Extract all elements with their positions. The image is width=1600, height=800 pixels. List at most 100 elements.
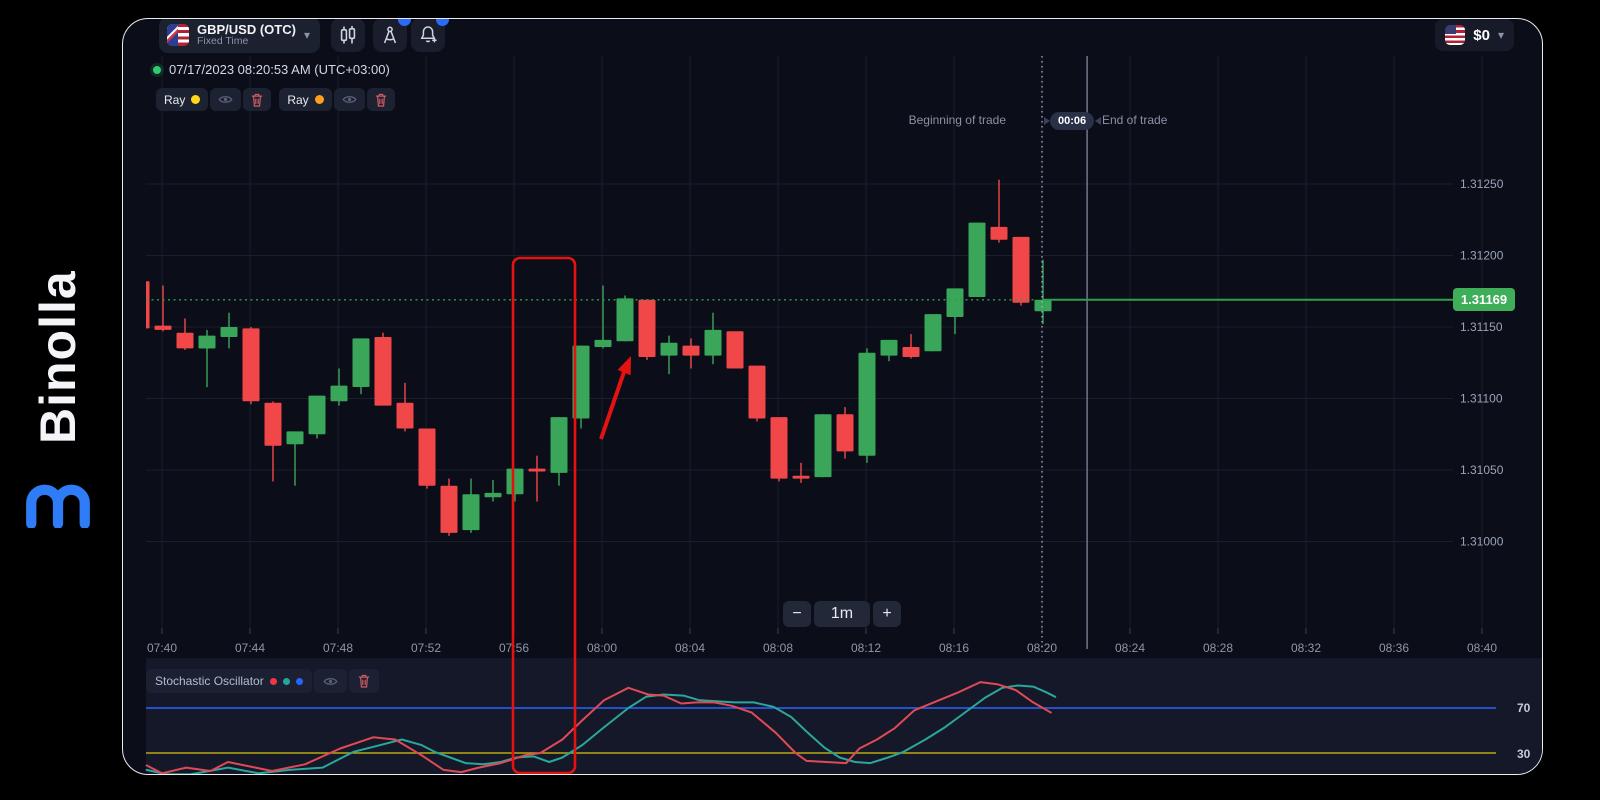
candle: [902, 334, 920, 359]
drawing-chips-row: Ray Ray: [156, 88, 395, 111]
marker-arrow-icon: [1044, 117, 1050, 125]
svg-text:07:52: 07:52: [411, 641, 441, 655]
countdown-badge: 00:06: [1050, 112, 1095, 130]
candle: [1034, 259, 1052, 325]
candle: [506, 468, 524, 502]
ray-color-dot: [191, 95, 201, 104]
chevron-down-icon: ▾: [303, 28, 310, 42]
zoom-out-button[interactable]: −: [783, 601, 811, 627]
svg-text:08:36: 08:36: [1379, 641, 1409, 655]
balance-amount: $0: [1473, 26, 1490, 44]
notification-badge: [398, 19, 411, 26]
balance-selector[interactable]: $0 ▾: [1435, 19, 1514, 51]
arrow-annotation: [599, 356, 631, 440]
eye-icon: [218, 96, 233, 103]
trash-icon: [252, 93, 263, 107]
candle: [726, 331, 744, 369]
svg-text:08:20: 08:20: [1027, 641, 1057, 655]
time-axis: 07:40 07:44 07:48 07:52 07:56 08:00 08:04 08:08…: [147, 628, 1497, 655]
candle: [594, 285, 612, 349]
candle: [462, 478, 480, 533]
oscillator-level-30: 30: [1517, 747, 1531, 761]
end-of-trade-label: End of trade: [1102, 113, 1168, 127]
oscillator-k-dot: [269, 677, 277, 685]
indicators-button[interactable]: [331, 19, 365, 52]
candle: [242, 327, 260, 405]
oscillator-d-dot: [282, 677, 290, 685]
brand-logo-icon: [26, 484, 90, 528]
svg-text:1.31100: 1.31100: [1460, 392, 1503, 406]
candle: [440, 478, 458, 536]
candle: [946, 288, 964, 335]
delete-ray-button[interactable]: [366, 88, 395, 111]
trash-icon: [358, 674, 369, 688]
candle: [220, 312, 238, 349]
zoom-in-button[interactable]: +: [873, 601, 901, 627]
trash-icon: [375, 93, 386, 107]
candle: [154, 285, 172, 332]
svg-text:07:44: 07:44: [235, 641, 265, 655]
candle: [858, 348, 876, 463]
svg-text:07:40: 07:40: [147, 641, 177, 655]
eye-icon: [342, 96, 357, 103]
oscillator-level-70: 70: [1517, 701, 1531, 715]
svg-text:1.31050: 1.31050: [1460, 463, 1504, 477]
candle: [748, 365, 766, 422]
candle: [572, 345, 590, 429]
candle: [146, 281, 150, 329]
interval-button[interactable]: 1m: [814, 601, 870, 627]
bell-plus-icon: [420, 26, 437, 43]
oscillator-title-chip[interactable]: Stochastic Oscillator: [146, 669, 312, 693]
candle: [198, 329, 216, 388]
instrument-selector[interactable]: GBP/USD (OTC) Fixed Time ▾: [159, 19, 320, 53]
candle: [308, 395, 326, 439]
visibility-toggle[interactable]: [333, 88, 365, 111]
svg-text:08:08: 08:08: [763, 641, 793, 655]
price-chart-svg[interactable]: 07:40 07:44 07:48 07:52 07:56 08:00 08:04 08:08…: [123, 19, 1543, 775]
candle: [528, 455, 546, 502]
current-price-badge: 1.31169: [1453, 288, 1515, 311]
svg-text:08:32: 08:32: [1291, 641, 1321, 655]
candle: [264, 401, 282, 482]
ray-chip: Ray: [279, 88, 395, 111]
gridlines: [146, 56, 1483, 628]
delete-ray-button[interactable]: [243, 88, 272, 111]
ray-chip-label[interactable]: Ray: [156, 88, 209, 111]
candle: [176, 318, 194, 350]
svg-text:1.31250: 1.31250: [1460, 177, 1504, 191]
candle: [880, 339, 898, 362]
candle: [990, 179, 1008, 243]
gbpusd-flag-icon: [167, 24, 189, 46]
visibility-toggle[interactable]: [313, 669, 347, 693]
notification-badge: [436, 19, 449, 26]
highlight-rect-annotation: [511, 256, 577, 774]
svg-text:08:28: 08:28: [1203, 641, 1233, 655]
delete-oscillator-button[interactable]: [348, 669, 379, 693]
candle: [1012, 236, 1030, 306]
session-timestamp: 07/17/2023 08:20:53 AM (UTC+03:00): [169, 62, 390, 77]
svg-text:08:00: 08:00: [587, 641, 617, 655]
candle: [814, 414, 832, 478]
eye-icon: [323, 677, 338, 685]
candle: [836, 407, 854, 459]
ray-chip-label[interactable]: Ray: [279, 88, 332, 111]
session-timestamp-row: 07/17/2023 08:20:53 AM (UTC+03:00): [153, 62, 390, 77]
visibility-toggle[interactable]: [210, 88, 242, 111]
price-axis: 1.31250 1.31200 1.31150 1.31100 1.31050 1.310…: [1460, 177, 1504, 549]
svg-text:08:16: 08:16: [939, 641, 969, 655]
candle: [374, 332, 392, 406]
alerts-button[interactable]: [411, 19, 449, 52]
svg-text:08:40: 08:40: [1467, 641, 1497, 655]
chevron-down-icon: ▾: [1497, 28, 1504, 42]
brand-name: Binolla: [30, 270, 86, 444]
marker-arrow-icon: [1095, 117, 1102, 125]
live-status-icon: [153, 65, 161, 74]
candle: [286, 431, 304, 486]
candle: [770, 417, 788, 482]
drawing-tools-button[interactable]: [373, 19, 411, 52]
candle: [968, 222, 986, 297]
candle: [660, 335, 678, 375]
usd-flag-icon: [1445, 25, 1466, 45]
candle: [638, 299, 656, 360]
